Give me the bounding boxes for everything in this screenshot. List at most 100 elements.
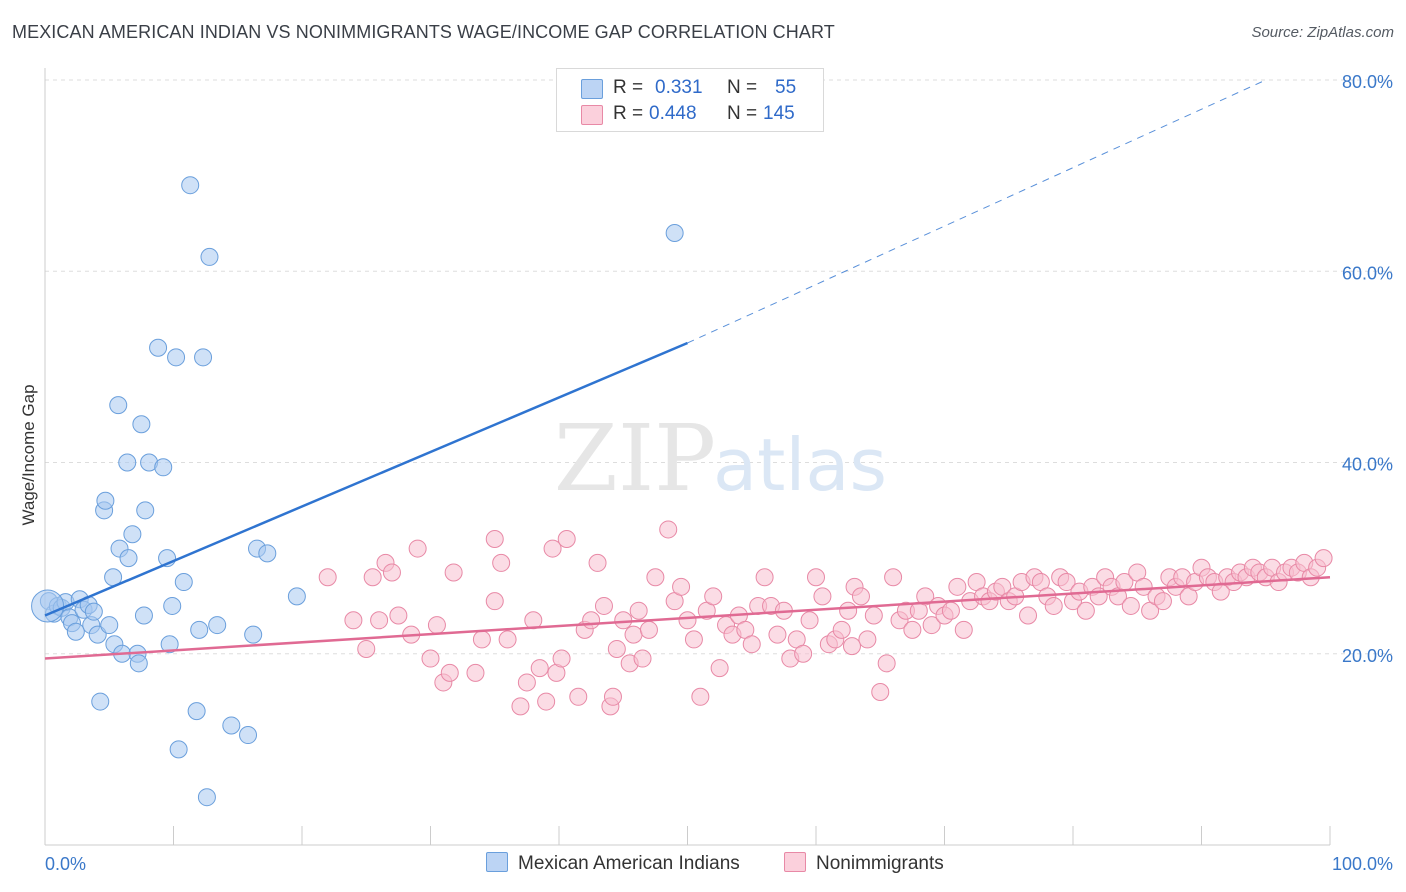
data-point-mexican-american-indians xyxy=(149,338,168,357)
data-point-mexican-american-indians xyxy=(160,635,179,654)
data-point-nonimmigrants xyxy=(472,630,491,649)
data-point-mexican-american-indians xyxy=(187,702,206,721)
mexican-american-indians-points xyxy=(31,176,684,807)
data-point-nonimmigrants xyxy=(511,697,530,716)
grid-lines xyxy=(45,79,1392,655)
nonimmigrants-points xyxy=(318,520,1333,716)
legend-swatch-blue xyxy=(486,852,508,872)
data-point-mexican-american-indians xyxy=(200,247,219,266)
trend-lines xyxy=(44,79,1331,660)
data-point-nonimmigrants xyxy=(569,687,588,706)
data-point-nonimmigrants xyxy=(1153,592,1172,611)
data-point-nonimmigrants xyxy=(858,630,877,649)
data-point-nonimmigrants xyxy=(794,644,813,663)
data-point-nonimmigrants xyxy=(839,601,858,620)
data-point-nonimmigrants xyxy=(498,630,517,649)
data-point-nonimmigrants xyxy=(357,639,376,658)
data-point-nonimmigrants xyxy=(877,654,896,673)
data-point-mexican-american-indians xyxy=(119,549,138,568)
legend-n-label: N = xyxy=(727,77,758,98)
data-point-mexican-american-indians xyxy=(88,625,107,644)
legend-label: Nonimmigrants xyxy=(816,853,944,874)
data-point-nonimmigrants xyxy=(1134,577,1153,596)
data-point-mexican-american-indians xyxy=(181,176,200,195)
data-point-nonimmigrants xyxy=(742,635,761,654)
data-point-mexican-american-indians xyxy=(84,602,103,621)
data-point-nonimmigrants xyxy=(871,683,890,701)
data-point-mexican-american-indians xyxy=(194,348,213,367)
data-point-nonimmigrants xyxy=(421,649,440,668)
data-point-nonimmigrants xyxy=(800,611,819,630)
trend-line-nonimmigrants xyxy=(44,576,1331,660)
data-point-mexican-american-indians xyxy=(169,740,188,759)
data-point-nonimmigrants xyxy=(389,606,408,625)
data-point-nonimmigrants xyxy=(941,601,960,620)
data-point-nonimmigrants xyxy=(684,630,703,649)
legend-swatch-pink xyxy=(784,852,806,872)
trend-line-mexican-american-indians xyxy=(44,341,688,617)
data-point-nonimmigrants xyxy=(954,620,973,639)
data-point-mexican-american-indians xyxy=(208,616,227,635)
data-point-nonimmigrants xyxy=(884,568,903,587)
data-point-nonimmigrants xyxy=(639,620,658,639)
data-point-nonimmigrants xyxy=(552,649,571,668)
data-point-nonimmigrants xyxy=(1314,549,1333,568)
data-point-mexican-american-indians xyxy=(118,453,137,472)
legend-swatch-blue xyxy=(581,79,603,99)
legend-n-value: 145 xyxy=(763,103,795,124)
data-point-nonimmigrants xyxy=(691,687,710,706)
data-point-mexican-american-indians xyxy=(109,396,128,415)
data-point-nonimmigrants xyxy=(440,663,459,682)
legend-item-mexican-american-indians: Mexican American Indians xyxy=(486,852,740,875)
data-point-nonimmigrants xyxy=(382,563,401,582)
data-point-nonimmigrants xyxy=(444,563,463,582)
data-point-nonimmigrants xyxy=(768,625,787,644)
watermark-zip: ZIP xyxy=(554,405,716,512)
data-point-nonimmigrants xyxy=(557,530,576,548)
data-point-nonimmigrants xyxy=(517,673,536,692)
data-point-mexican-american-indians xyxy=(197,788,216,807)
data-point-mexican-american-indians xyxy=(31,589,65,623)
data-point-mexican-american-indians xyxy=(163,596,182,615)
y-tick-label: 40.0% xyxy=(1342,455,1393,475)
data-point-mexican-american-indians xyxy=(132,415,151,434)
x-tick-label: 100.0% xyxy=(1332,854,1393,874)
legend-r-label: R = xyxy=(613,103,644,124)
data-point-nonimmigrants xyxy=(624,625,643,644)
data-point-mexican-american-indians xyxy=(129,654,148,673)
data-point-nonimmigrants xyxy=(832,620,851,639)
data-point-nonimmigrants xyxy=(659,520,678,539)
data-point-nonimmigrants xyxy=(582,611,601,630)
data-point-nonimmigrants xyxy=(807,568,825,587)
data-point-nonimmigrants xyxy=(1121,596,1140,615)
legend-n-label: N = xyxy=(727,103,758,124)
data-point-nonimmigrants xyxy=(1076,601,1095,620)
data-point-mexican-american-indians xyxy=(123,525,142,544)
x-tick-label: 0.0% xyxy=(45,854,86,874)
y-tick-label: 80.0% xyxy=(1342,72,1393,92)
data-point-nonimmigrants xyxy=(864,606,883,625)
data-point-mexican-american-indians xyxy=(190,620,209,639)
data-point-mexican-american-indians xyxy=(239,726,258,745)
legend-label: Mexican American Indians xyxy=(518,853,740,874)
data-point-nonimmigrants xyxy=(755,568,774,587)
data-point-nonimmigrants xyxy=(607,639,626,658)
data-point-nonimmigrants xyxy=(363,568,382,587)
data-point-mexican-american-indians xyxy=(96,491,115,510)
data-point-nonimmigrants xyxy=(842,637,861,656)
data-point-nonimmigrants xyxy=(813,587,832,606)
y-axis-label: Wage/Income Gap xyxy=(19,384,38,525)
data-point-nonimmigrants xyxy=(1044,596,1063,615)
data-point-nonimmigrants xyxy=(851,587,870,606)
data-point-nonimmigrants xyxy=(903,620,922,639)
data-point-nonimmigrants xyxy=(1057,573,1076,592)
y-tick-label: 60.0% xyxy=(1342,263,1393,283)
data-point-mexican-american-indians xyxy=(244,625,263,644)
data-point-nonimmigrants xyxy=(427,616,446,635)
data-point-nonimmigrants xyxy=(588,553,607,572)
data-point-mexican-american-indians xyxy=(174,573,193,592)
data-point-mexican-american-indians xyxy=(66,622,85,641)
data-point-mexican-american-indians xyxy=(91,692,110,711)
data-point-nonimmigrants xyxy=(629,601,648,620)
